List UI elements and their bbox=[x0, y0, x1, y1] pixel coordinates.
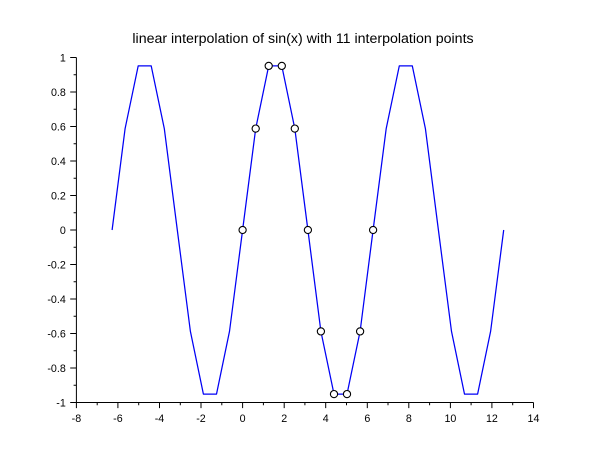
svg-text:4: 4 bbox=[323, 413, 329, 425]
svg-text:0: 0 bbox=[60, 225, 66, 237]
svg-text:0.6: 0.6 bbox=[51, 121, 66, 133]
svg-text:-6: -6 bbox=[113, 413, 123, 425]
svg-text:1: 1 bbox=[60, 52, 66, 64]
svg-text:-8: -8 bbox=[72, 413, 82, 425]
svg-text:2: 2 bbox=[281, 413, 287, 425]
svg-text:linear interpolation of sin(x): linear interpolation of sin(x) with 11 i… bbox=[132, 31, 473, 47]
svg-text:-4: -4 bbox=[155, 413, 165, 425]
svg-text:10: 10 bbox=[444, 413, 456, 425]
svg-text:6: 6 bbox=[364, 413, 370, 425]
svg-text:0.2: 0.2 bbox=[51, 190, 66, 202]
svg-text:8: 8 bbox=[406, 413, 412, 425]
svg-text:-0.4: -0.4 bbox=[47, 294, 65, 306]
svg-text:-2: -2 bbox=[196, 413, 206, 425]
svg-text:-1: -1 bbox=[56, 397, 66, 409]
svg-text:-0.6: -0.6 bbox=[47, 328, 65, 340]
svg-text:0: 0 bbox=[240, 413, 246, 425]
svg-text:-0.8: -0.8 bbox=[47, 363, 65, 375]
svg-text:14: 14 bbox=[528, 413, 540, 425]
svg-text:0.8: 0.8 bbox=[51, 87, 66, 99]
svg-text:12: 12 bbox=[486, 413, 498, 425]
svg-text:0.4: 0.4 bbox=[51, 156, 66, 168]
svg-text:-0.2: -0.2 bbox=[47, 259, 65, 271]
